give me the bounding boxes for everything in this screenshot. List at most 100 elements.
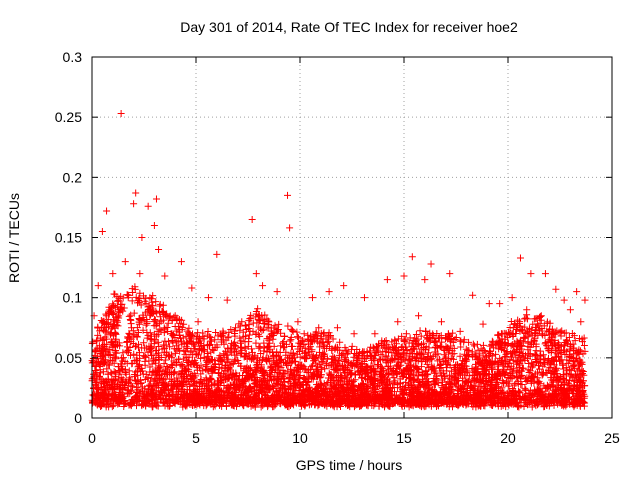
- data-point: [210, 346, 218, 354]
- data-point: [299, 336, 307, 344]
- data-point: [456, 383, 464, 391]
- data-point: [131, 371, 139, 379]
- data-point: [168, 362, 176, 370]
- data-point: [259, 356, 267, 364]
- data-point: [423, 356, 431, 364]
- data-point: [449, 355, 457, 363]
- data-point: [108, 357, 116, 365]
- data-point: [306, 351, 314, 359]
- data-point: [195, 334, 203, 342]
- data-point: [457, 343, 465, 351]
- data-point: [277, 363, 285, 371]
- data-point: [348, 342, 356, 350]
- data-point: [391, 336, 399, 344]
- data-point: [242, 353, 250, 361]
- data-point: [507, 318, 515, 326]
- data-point: [165, 338, 173, 346]
- data-point: [127, 387, 135, 395]
- data-point: [535, 365, 543, 373]
- data-point: [123, 338, 131, 346]
- data-point: [457, 337, 465, 345]
- data-point: [351, 350, 359, 358]
- data-point: [513, 360, 521, 368]
- data-point: [142, 321, 150, 329]
- data-point: [231, 332, 239, 340]
- data-point: [358, 360, 366, 368]
- data-point: [130, 350, 138, 358]
- data-point: [481, 365, 489, 373]
- data-point: [167, 361, 175, 369]
- data-point: [564, 359, 572, 367]
- data-point: [140, 352, 148, 360]
- data-point: [161, 337, 169, 345]
- data-point: [391, 377, 399, 385]
- data-point: [185, 353, 193, 361]
- data-point: [436, 343, 444, 351]
- data-point: [139, 326, 147, 334]
- data-point: [102, 328, 110, 336]
- data-point: [156, 313, 164, 321]
- data-point: [146, 329, 154, 337]
- data-point: [234, 357, 242, 365]
- data-point: [341, 354, 349, 362]
- data-point: [341, 358, 349, 366]
- data-point: [120, 304, 128, 312]
- data-point: [196, 340, 204, 348]
- data-point: [261, 311, 269, 319]
- data-point: [570, 332, 578, 340]
- data-point: [140, 292, 148, 300]
- data-point: [280, 338, 288, 346]
- data-point: [248, 345, 256, 353]
- data-point: [436, 355, 444, 363]
- data-point: [447, 380, 455, 388]
- data-point: [479, 341, 487, 349]
- data-point: [570, 376, 578, 384]
- data-point: [403, 346, 411, 354]
- data-point: [275, 352, 283, 360]
- data-point: [204, 328, 212, 336]
- data-point: [443, 344, 451, 352]
- data-point: [315, 348, 323, 356]
- data-point: [118, 300, 126, 308]
- data-point: [162, 356, 170, 364]
- data-point: [375, 355, 383, 363]
- data-point: [166, 343, 174, 351]
- data-point: [367, 374, 375, 382]
- data-point: [561, 351, 569, 359]
- data-point: [405, 339, 413, 347]
- data-point: [98, 336, 106, 344]
- data-point: [536, 352, 544, 360]
- data-point: [554, 381, 562, 389]
- data-point: [125, 334, 133, 342]
- data-point: [123, 347, 131, 355]
- data-point: [288, 326, 296, 334]
- data-point: [117, 374, 125, 382]
- data-point: [119, 349, 127, 357]
- data-point: [200, 335, 208, 343]
- data-point: [518, 381, 526, 389]
- data-point: [245, 321, 253, 329]
- data-point: [181, 350, 189, 358]
- data-point: [320, 342, 328, 350]
- data-point: [280, 333, 288, 341]
- data-point: [488, 341, 496, 349]
- data-point: [541, 331, 549, 339]
- data-point: [157, 394, 165, 402]
- data-point: [156, 302, 164, 310]
- data-point: [294, 333, 302, 341]
- data-point: [523, 328, 531, 336]
- data-point: [507, 342, 515, 350]
- data-point: [134, 328, 142, 336]
- data-point: [148, 371, 156, 379]
- data-point: [139, 370, 147, 378]
- data-point: [498, 384, 506, 392]
- data-point: [245, 335, 253, 343]
- data-point: [168, 385, 176, 393]
- data-point: [132, 293, 140, 301]
- data-point: [392, 340, 400, 348]
- data-point: [367, 343, 375, 351]
- data-point: [94, 331, 102, 339]
- data-point: [520, 315, 528, 323]
- data-point: [522, 314, 530, 322]
- data-point: [118, 377, 126, 385]
